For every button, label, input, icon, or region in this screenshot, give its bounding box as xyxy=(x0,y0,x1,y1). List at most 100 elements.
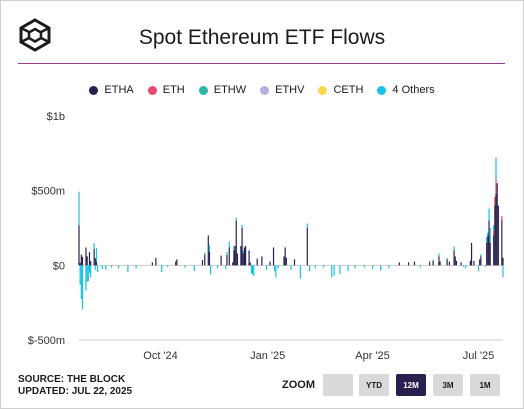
bar-4-others xyxy=(339,265,341,275)
bar-etha xyxy=(175,261,177,266)
bar-4-others xyxy=(81,265,84,310)
bar-etha xyxy=(460,262,462,266)
bar-etha xyxy=(240,245,242,266)
y-tick-label: $1b xyxy=(47,111,65,123)
x-tick-label: Apr '25 xyxy=(355,350,390,362)
legend-item-eth[interactable]: ETH xyxy=(147,84,185,96)
bar-etha xyxy=(502,257,504,266)
bar-etha xyxy=(438,256,440,266)
x-tick-label: Jan '25 xyxy=(250,350,285,362)
bar-4-others xyxy=(314,265,317,269)
bar-etha xyxy=(90,261,92,266)
bar-4-others xyxy=(118,265,120,269)
bar-4-others xyxy=(477,265,480,272)
bar-4-others xyxy=(306,223,308,228)
legend-item-4-others[interactable]: 4 Others xyxy=(377,84,435,96)
bar-etha xyxy=(88,252,91,266)
y-tick-label: $0 xyxy=(53,260,65,272)
legend-item-ceth[interactable]: CETH xyxy=(318,84,363,96)
bar-etha xyxy=(454,256,456,266)
bar-etha xyxy=(94,258,96,266)
bar-etha xyxy=(85,247,87,266)
bar-4-others xyxy=(228,241,230,248)
bar-4-others xyxy=(323,265,325,268)
bar-eth xyxy=(493,230,495,236)
bar-4-others xyxy=(484,265,487,267)
zoom-blank-button[interactable] xyxy=(323,374,353,396)
page-title: Spot Ethereum ETF Flows xyxy=(138,26,386,49)
bar-4-others xyxy=(309,265,311,272)
legend-dot-icon xyxy=(260,85,270,95)
bar-4-others xyxy=(446,257,448,260)
bar-4-others xyxy=(193,265,195,272)
bar-4-others xyxy=(371,265,374,270)
bar-4-others xyxy=(111,265,113,268)
bar-4-others xyxy=(265,265,268,270)
y-tick-label: $-500m xyxy=(28,335,65,347)
zoom-ytd-button[interactable]: YTD xyxy=(359,374,389,396)
bar-4-others xyxy=(241,225,243,228)
bar-4-others xyxy=(380,265,382,271)
bar-4-others xyxy=(217,265,219,269)
bar-etha xyxy=(208,251,211,266)
bar-etha xyxy=(455,260,458,266)
bar-4-others xyxy=(354,265,356,269)
bar-4-others xyxy=(363,265,365,268)
zoom-3m-button[interactable]: 3M xyxy=(433,374,463,396)
bar-etha xyxy=(489,242,491,266)
bar-etha xyxy=(86,256,88,266)
bar-4-others xyxy=(210,265,212,275)
bar-etha xyxy=(232,262,234,266)
bar-etha xyxy=(95,261,98,266)
title-divider xyxy=(18,63,505,64)
bar-4-others xyxy=(97,265,99,273)
bar-etha xyxy=(285,257,287,266)
bar-4-others xyxy=(495,157,497,179)
bar-4-others xyxy=(488,208,490,221)
legend-label: 4 Others xyxy=(392,84,435,96)
bar-etha xyxy=(242,253,244,266)
bar-4-others xyxy=(78,191,80,226)
legend-label: ETHV xyxy=(275,84,305,96)
bar-etha xyxy=(249,262,251,266)
source-note: SOURCE: THE BLOCK UPDATED: JUL 22, 2025 xyxy=(18,374,132,398)
bar-etha xyxy=(79,262,81,266)
bar-etha xyxy=(155,257,157,266)
bar-etha xyxy=(283,256,285,266)
bar-etha xyxy=(306,228,308,266)
bar-etha xyxy=(256,258,258,266)
bar-eth xyxy=(494,196,496,206)
bar-etha xyxy=(244,245,247,266)
legend-item-ethv[interactable]: ETHV xyxy=(260,84,304,96)
bar-etha xyxy=(479,259,481,266)
bar-4-others xyxy=(95,248,98,262)
zoom-12m-button[interactable]: 12M xyxy=(396,374,426,396)
bar-etha xyxy=(429,262,431,266)
zoom-label: ZOOM xyxy=(282,379,315,391)
bar-etha xyxy=(226,254,228,266)
bar-4-others xyxy=(465,265,467,269)
legend-item-etha[interactable]: ETHA xyxy=(89,84,134,96)
bar-4-others xyxy=(79,265,81,285)
bar-etha xyxy=(487,235,489,266)
bar-etha xyxy=(446,259,448,266)
bar-etha xyxy=(235,220,237,266)
bar-etha xyxy=(93,249,95,266)
bar-etha xyxy=(261,256,263,266)
legend-item-ethw[interactable]: ETHW xyxy=(198,84,246,96)
zoom-1m-button[interactable]: 1M xyxy=(470,374,500,396)
bar-4-others xyxy=(166,265,169,267)
bar-etha xyxy=(78,225,80,266)
bar-4-others xyxy=(419,265,421,268)
updated-label: UPDATED: JUL 22, 2025 xyxy=(18,386,133,397)
bar-etha xyxy=(493,235,495,266)
bar-4-others xyxy=(438,253,440,257)
the-block-logo-icon xyxy=(19,18,51,52)
bar-etha xyxy=(236,253,239,266)
bar-etha xyxy=(241,228,243,266)
bar-etha xyxy=(494,205,496,266)
bar-4-others xyxy=(86,265,88,282)
bar-4-others xyxy=(462,265,464,267)
bar-etha xyxy=(233,250,235,266)
